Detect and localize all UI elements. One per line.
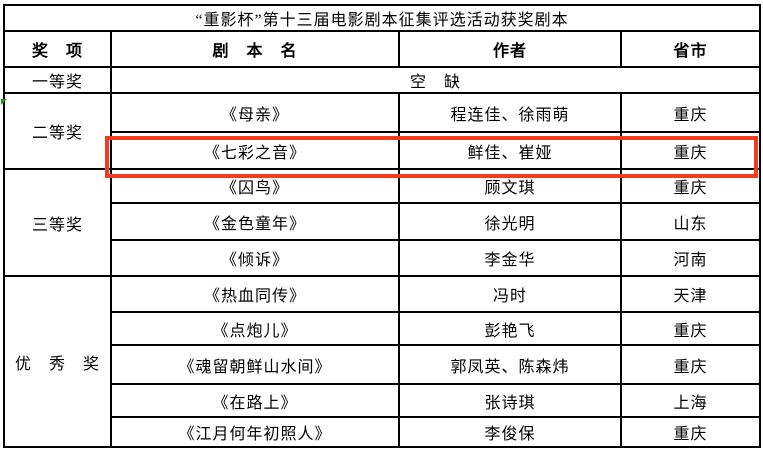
header-province: 省市 xyxy=(619,30,762,68)
script-cell: 《倾诉》 xyxy=(110,239,400,277)
award-cell: 二等奖 xyxy=(3,92,112,170)
award-cell: 三等奖 xyxy=(3,168,112,277)
script-cell: 《在路上》 xyxy=(110,383,400,418)
table-row: 二等奖 《母亲》 程连佳、徐雨萌 重庆 xyxy=(3,92,762,170)
header-script: 剧 本 名 xyxy=(110,30,400,68)
table-row: 《点炮儿》 彭艳飞 重庆 xyxy=(4,311,762,346)
province-cell: 重庆 xyxy=(619,168,762,204)
author-cell: 冯时 xyxy=(398,275,622,313)
author-cell: 鲜佳、崔娅 xyxy=(398,131,622,170)
table-row: 三等奖 《囚鸟》 顾文琪 重庆 xyxy=(3,168,762,277)
province-cell: 重庆 xyxy=(619,131,762,170)
script-cell: 《魂留朝鲜山水间》 xyxy=(110,344,400,385)
title-row: “重影杯”第十三届电影剧本征集评选活动获奖剧本 xyxy=(2,4,762,32)
author-cell: 程连佳、徐雨萌 xyxy=(398,92,622,133)
script-cell: 《金色童年》 xyxy=(110,202,400,241)
script-cell: 《热血同传》 xyxy=(110,275,400,313)
province-cell: 河南 xyxy=(619,239,762,277)
header-row: 奖 项 剧 本 名 作者 省市 xyxy=(3,30,762,68)
province-cell: 山东 xyxy=(619,202,762,241)
province-cell: 天津 xyxy=(619,275,762,313)
table-row: 《金色童年》 徐光明 山东 xyxy=(4,202,762,241)
author-cell: 李金华 xyxy=(398,239,622,277)
green-corner-marker-icon xyxy=(1,99,7,105)
script-cell: 《母亲》 xyxy=(110,92,400,133)
script-cell: 《点炮儿》 xyxy=(110,311,400,346)
header-award: 奖 项 xyxy=(3,30,112,68)
script-cell: 《囚鸟》 xyxy=(110,168,400,204)
table-row: 优 秀 奖 《热血同传》 冯时 天津 xyxy=(3,275,762,448)
script-cell: 《七彩之音》 xyxy=(110,131,400,170)
table-row: 一等奖 空 缺 xyxy=(3,66,762,94)
award-cell: 优 秀 奖 xyxy=(3,275,112,448)
table-row: 《魂留朝鲜山水间》 郭凤英、陈森炜 重庆 xyxy=(4,344,762,385)
header-author: 作者 xyxy=(398,30,622,68)
table-row: 《倾诉》 李金华 河南 xyxy=(4,239,762,277)
page-title: “重影杯”第十三届电影剧本征集评选活动获奖剧本 xyxy=(2,4,762,32)
table-row: 《在路上》 张诗琪 上海 xyxy=(4,383,762,418)
province-cell: 重庆 xyxy=(619,416,762,448)
award-cell: 一等奖 xyxy=(3,66,112,94)
province-cell: 重庆 xyxy=(619,92,762,133)
script-cell: 《江月何年初照人》 xyxy=(110,416,400,448)
province-cell: 上海 xyxy=(619,383,762,418)
author-cell: 张诗琪 xyxy=(398,383,622,418)
author-cell: 徐光明 xyxy=(398,202,622,241)
table-row: 《江月何年初照人》 李俊保 重庆 xyxy=(4,416,762,448)
awards-table: “重影杯”第十三届电影剧本征集评选活动获奖剧本 奖 项 剧 本 名 作者 省市 … xyxy=(2,4,762,448)
table-row-highlighted: 《七彩之音》 鲜佳、崔娅 重庆 xyxy=(4,131,762,170)
author-cell: 顾文琪 xyxy=(398,168,622,204)
author-cell: 彭艳飞 xyxy=(398,311,622,346)
province-cell: 重庆 xyxy=(619,311,762,346)
province-cell: 重庆 xyxy=(619,344,762,385)
author-cell: 李俊保 xyxy=(398,416,622,448)
author-cell: 郭凤英、陈森炜 xyxy=(398,344,622,385)
vacant-cell: 空 缺 xyxy=(109,66,762,94)
